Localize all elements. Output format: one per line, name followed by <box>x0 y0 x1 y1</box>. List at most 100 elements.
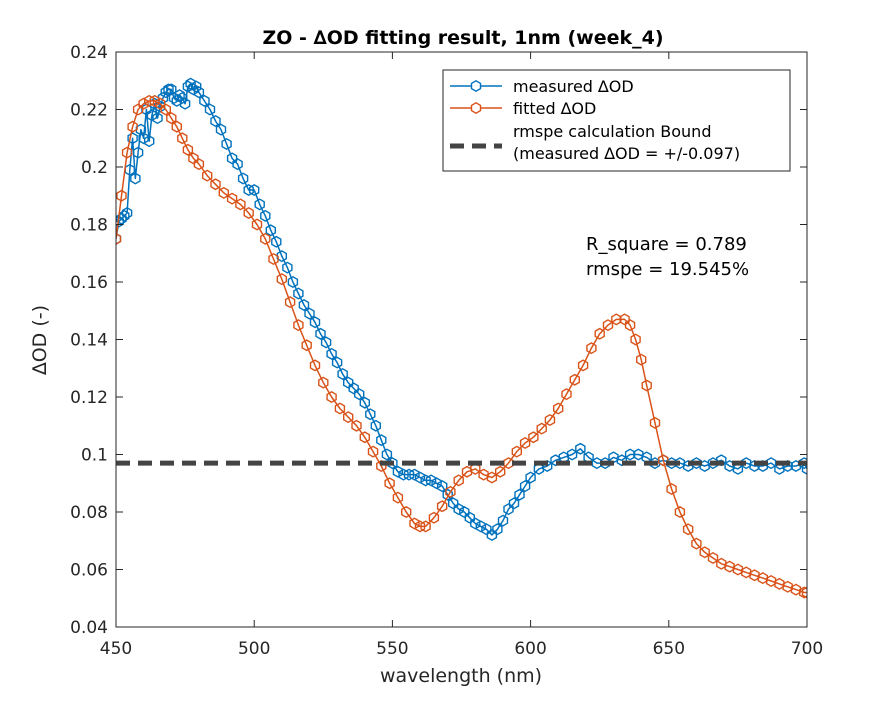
y-tick-label: 0.04 <box>70 618 108 638</box>
data-point <box>221 137 232 151</box>
data-point <box>636 353 647 366</box>
data-point <box>387 457 398 470</box>
data-point <box>271 235 282 248</box>
data-point <box>658 454 669 467</box>
data-point <box>674 457 686 470</box>
data-point <box>470 462 481 475</box>
data-point <box>453 503 464 516</box>
data-point <box>138 97 149 110</box>
data-point <box>436 500 448 513</box>
data-point <box>401 505 412 519</box>
y-tick-label: 0.06 <box>70 561 108 581</box>
legend: measured ∆OD fitted ∆OD rmspe calculatio… <box>442 69 791 172</box>
data-point <box>232 158 243 171</box>
data-point <box>166 112 177 125</box>
data-point <box>392 491 404 504</box>
data-point <box>431 477 442 490</box>
y-tick-label: 0.16 <box>70 273 108 293</box>
data-point <box>359 396 370 409</box>
data-point <box>359 431 370 444</box>
data-point <box>575 442 586 455</box>
data-point <box>464 511 475 524</box>
data-point <box>381 448 393 461</box>
data-point <box>210 114 221 128</box>
data-point <box>116 215 125 228</box>
data-point <box>298 298 310 312</box>
data-point <box>553 402 564 415</box>
y-tick-label: 0.14 <box>70 331 108 351</box>
data-point <box>121 206 133 220</box>
x-tick-label: 450 <box>100 639 132 659</box>
legend-marker-fitted <box>470 101 482 115</box>
series-1 <box>116 94 807 599</box>
data-point <box>171 120 183 133</box>
data-point <box>268 252 279 266</box>
data-point <box>492 523 503 536</box>
x-tick-label: 700 <box>791 639 823 659</box>
data-point <box>276 273 287 286</box>
data-point <box>215 123 227 136</box>
data-point <box>481 523 492 536</box>
data-point <box>414 520 426 533</box>
data-point <box>160 103 172 116</box>
data-point <box>337 367 348 381</box>
data-point <box>536 422 547 435</box>
data-point <box>235 198 246 211</box>
data-point <box>243 183 254 197</box>
data-point <box>716 557 727 570</box>
data-point <box>179 97 191 110</box>
y-tick-label: 0.2 <box>81 158 108 178</box>
data-point <box>116 232 122 245</box>
data-point <box>495 465 506 478</box>
data-point <box>365 408 376 421</box>
data-point <box>384 477 395 490</box>
data-point <box>130 172 141 185</box>
data-point <box>143 94 155 107</box>
data-point <box>774 577 785 590</box>
series-line <box>116 100 807 594</box>
data-point <box>624 319 636 332</box>
data-point <box>741 457 752 470</box>
data-point <box>182 143 194 156</box>
data-point <box>309 316 321 329</box>
data-point <box>782 580 793 593</box>
legend-label-bound: rmspe calculation Bound <box>513 122 711 141</box>
data-point <box>445 485 456 498</box>
y-tick-label: 0.24 <box>70 43 108 63</box>
data-point <box>243 206 254 220</box>
data-point <box>248 183 260 197</box>
data-point <box>478 468 489 481</box>
data-point <box>514 488 525 501</box>
data-point <box>799 586 807 599</box>
legend-box <box>442 69 791 172</box>
data-point <box>287 275 299 289</box>
data-point <box>674 505 686 519</box>
data-point <box>799 457 807 470</box>
data-point <box>765 457 777 470</box>
data-point <box>201 169 213 182</box>
data-point <box>630 333 641 346</box>
data-point <box>193 86 205 99</box>
data-point <box>691 537 702 550</box>
data-point <box>774 462 785 475</box>
data-point <box>121 146 133 159</box>
data-point <box>116 212 127 225</box>
data-point <box>282 261 293 274</box>
data-point <box>190 80 202 93</box>
data-point <box>318 376 329 389</box>
data-point <box>218 186 230 199</box>
data-point <box>641 379 652 392</box>
data-point <box>519 480 531 493</box>
x-tick-label: 600 <box>514 639 546 659</box>
y-tick-label: 0.12 <box>70 388 108 408</box>
data-point <box>666 482 677 496</box>
data-point <box>691 457 702 470</box>
y-tick-label: 0.08 <box>70 503 108 523</box>
annotation-rmspe: rmspe = 19.545% <box>586 259 749 280</box>
data-point <box>260 232 271 245</box>
data-point <box>163 83 174 96</box>
data-point <box>436 480 448 493</box>
data-point <box>251 218 263 231</box>
